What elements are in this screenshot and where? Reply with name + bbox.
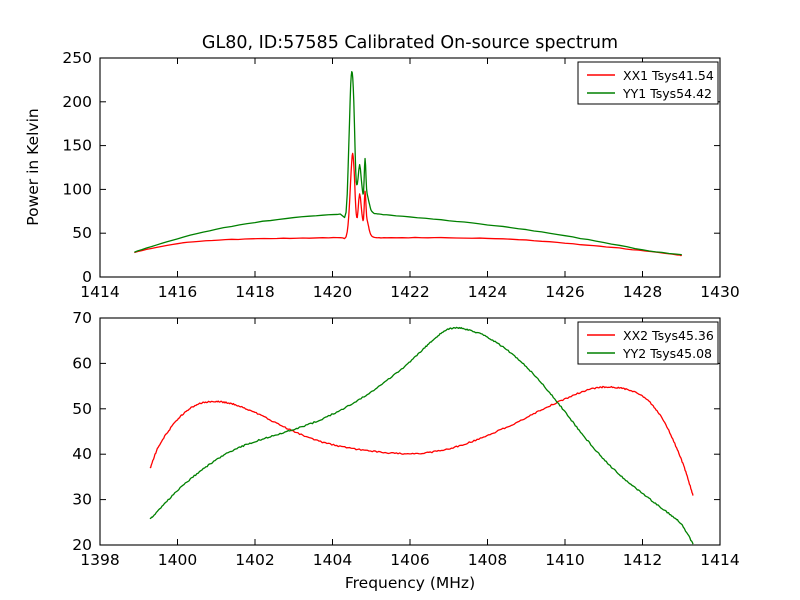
top-panel-series-yy <box>134 71 682 256</box>
bottom-panel-x-tick-label: 1410 <box>545 551 584 569</box>
top-panel-y-tick-label: 0 <box>82 268 92 286</box>
top-panel-y-tick-label: 100 <box>62 180 92 198</box>
top-panel-y-axis-label: Power in Kelvin <box>24 108 42 225</box>
bottom-panel-series-xx <box>149 385 694 496</box>
top-panel-x-tick-label: 1422 <box>390 283 429 301</box>
legend-label-yy: YY1 Tsys54.42 <box>622 86 712 101</box>
top-panel-x-tick-label: 1420 <box>313 283 352 301</box>
bottom-panel-y-tick-label: 70 <box>72 309 92 327</box>
top-panel-x-tick-label: 1416 <box>158 283 197 301</box>
bottom-panel-y-tick-label: 60 <box>72 354 92 372</box>
top-panel-y-tick-label: 50 <box>72 224 92 242</box>
legend-label-xx: XX2 Tsys45.36 <box>623 328 714 343</box>
bottom-panel-x-tick-label: 1414 <box>700 551 739 569</box>
top-panel-x-tick-label: 1414 <box>80 283 119 301</box>
top-panel-frame <box>99 57 721 278</box>
bottom-panel-y-tick-label: 50 <box>72 400 92 418</box>
top-panel-y-tick-label: 250 <box>62 49 92 67</box>
bottom-panel-series-yy <box>149 326 694 545</box>
top-panel-x-tick-label: 1426 <box>545 283 584 301</box>
bottom-panel-x-tick-label: 1400 <box>158 551 197 569</box>
top-panel-legend[interactable]: XX1 Tsys41.54 YY1 Tsys54.42 <box>577 61 719 105</box>
bottom-panel-x-tick-label: 1412 <box>623 551 662 569</box>
bottom-panel-series <box>149 326 694 545</box>
legend-label-xx: XX1 Tsys41.54 <box>623 68 714 83</box>
top-panel-ticks: 1414 1416 1418 1420 1422 1424 1426 1428 1430 0 50 1… <box>62 49 739 301</box>
bottom-panel-x-tick-label: 1404 <box>313 551 352 569</box>
bottom-panel-x-tick-label: 1398 <box>80 551 119 569</box>
top-panel-x-tick-label: 1424 <box>468 283 507 301</box>
bottom-panel-y-tick-label: 40 <box>72 445 92 463</box>
bottom-panel: 1398 1400 1402 1404 1406 1408 1410 1412 1414 20 30… <box>72 309 739 592</box>
bottom-panel-legend[interactable]: XX2 Tsys45.36 YY2 Tsys45.08 <box>577 321 719 365</box>
bottom-panel-x-axis-label: Frequency (MHz) <box>345 574 475 592</box>
top-panel-x-tick-label: 1418 <box>235 283 274 301</box>
legend-label-yy: YY2 Tsys45.08 <box>622 346 712 361</box>
bottom-panel-y-tick-label: 20 <box>72 536 92 554</box>
top-panel-x-tick-label: 1430 <box>700 283 739 301</box>
top-panel-y-tick-label: 200 <box>62 93 92 111</box>
top-panel-y-tick-label: 150 <box>62 137 92 155</box>
top-panel: GL80, ID:57585 Calibrated On-source spec… <box>24 33 740 301</box>
top-panel-series-xx <box>134 152 682 257</box>
bottom-panel-ticks: 1398 1400 1402 1404 1406 1408 1410 1412 1414 20 30… <box>72 309 739 569</box>
bottom-panel-x-tick-label: 1408 <box>468 551 507 569</box>
bottom-panel-frame <box>99 317 721 546</box>
page-title: GL80, ID:57585 Calibrated On-source spec… <box>202 33 618 53</box>
top-panel-series <box>134 71 682 257</box>
bottom-panel-x-tick-label: 1402 <box>235 551 274 569</box>
bottom-panel-x-tick-label: 1406 <box>390 551 429 569</box>
bottom-panel-y-tick-label: 30 <box>72 491 92 509</box>
top-panel-x-tick-label: 1428 <box>623 283 662 301</box>
